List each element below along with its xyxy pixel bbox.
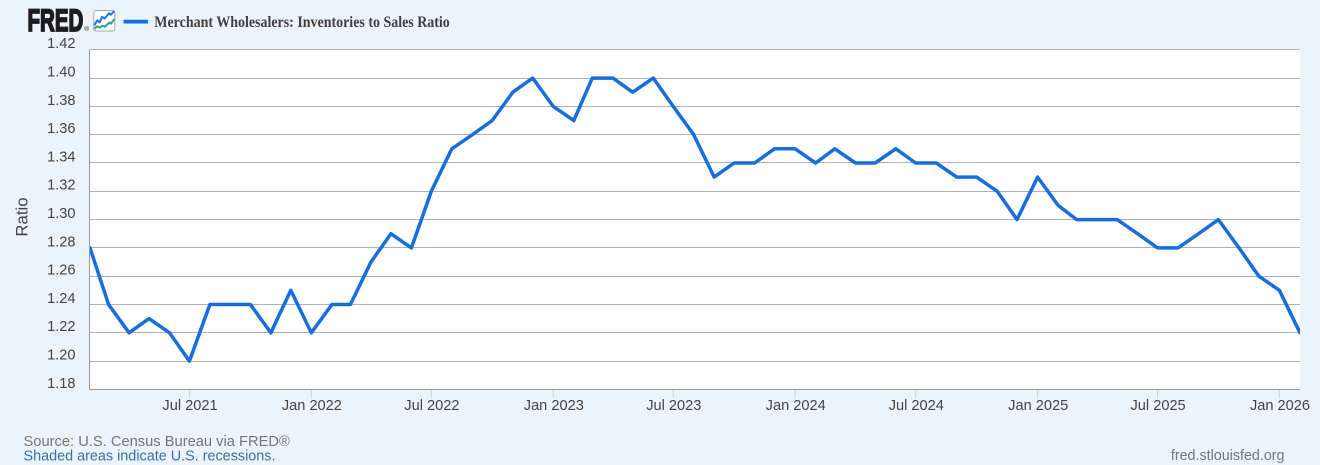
- svg-text:Jul 2025: Jul 2025: [1131, 398, 1186, 414]
- svg-text:1.38: 1.38: [47, 93, 75, 109]
- svg-text:Jan 2024: Jan 2024: [766, 398, 826, 414]
- svg-text:Jan 2022: Jan 2022: [282, 398, 342, 414]
- svg-text:®: ®: [84, 25, 89, 33]
- svg-text:1.32: 1.32: [47, 178, 75, 194]
- svg-text:Merchant Wholesalers: Inventor: Merchant Wholesalers: Inventories to Sal…: [154, 12, 450, 31]
- svg-text:Jul 2021: Jul 2021: [162, 398, 217, 414]
- svg-text:Source: U.S. Census Bureau via: Source: U.S. Census Bureau via FRED®: [24, 434, 291, 450]
- svg-text:1.20: 1.20: [47, 348, 75, 364]
- svg-text:1.28: 1.28: [47, 234, 75, 250]
- svg-text:Jan 2026: Jan 2026: [1250, 398, 1310, 414]
- svg-text:1.24: 1.24: [47, 291, 75, 307]
- svg-text:FRED: FRED: [28, 2, 84, 38]
- svg-text:Jul 2024: Jul 2024: [889, 398, 944, 414]
- svg-text:1.26: 1.26: [47, 263, 75, 279]
- svg-text:1.42: 1.42: [47, 36, 75, 52]
- svg-text:1.18: 1.18: [47, 376, 75, 392]
- svg-text:Jul 2022: Jul 2022: [404, 398, 459, 414]
- svg-text:1.22: 1.22: [47, 319, 75, 335]
- svg-text:1.34: 1.34: [47, 149, 75, 165]
- svg-text:Jan 2023: Jan 2023: [524, 398, 584, 414]
- svg-text:1.30: 1.30: [47, 206, 75, 222]
- svg-text:1.40: 1.40: [47, 65, 75, 81]
- svg-text:1.36: 1.36: [47, 121, 75, 137]
- svg-text:Jul 2023: Jul 2023: [646, 398, 701, 414]
- svg-text:fred.stlouisfed.org: fred.stlouisfed.org: [1171, 448, 1285, 464]
- svg-text:Ratio: Ratio: [12, 197, 31, 236]
- svg-text:Shaded areas indicate U.S. rec: Shaded areas indicate U.S. recessions.: [24, 448, 276, 464]
- svg-text:Jan 2025: Jan 2025: [1008, 398, 1068, 414]
